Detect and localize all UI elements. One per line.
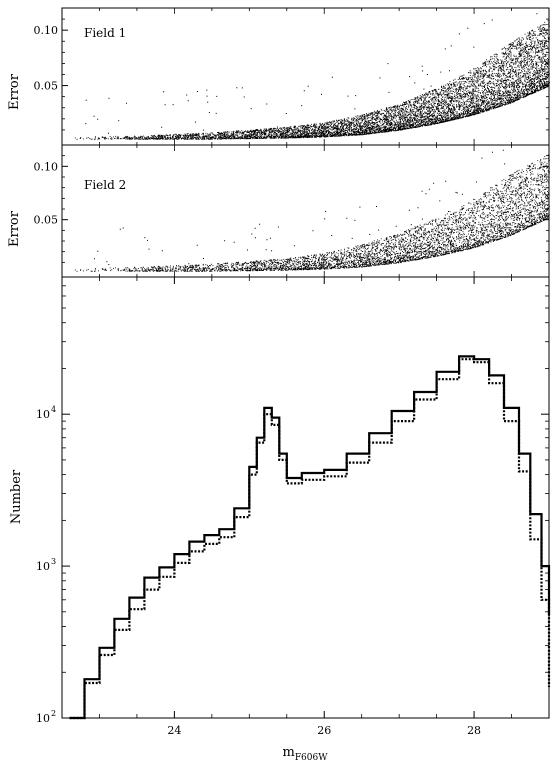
panel-field-2-ylabel: Error xyxy=(7,210,22,247)
histogram-xlabel-sub: F606W xyxy=(295,753,328,763)
ytick-label: 0.05 xyxy=(34,214,59,227)
ytick-label: 10 xyxy=(36,408,50,421)
panel-field-1: 0.05 0.10 Field 1 Error xyxy=(7,7,550,146)
ytick-exponent: 2 xyxy=(51,709,56,718)
ytick-exponent: 4 xyxy=(51,405,56,414)
ytick-label: 0.10 xyxy=(34,24,59,37)
yticks-field-2: 0.05 0.10 xyxy=(34,144,549,277)
panel-field-2-frame xyxy=(61,144,550,278)
xtick-label: 28 xyxy=(467,724,481,737)
panel-histogram-frame xyxy=(61,276,550,719)
scatter-field-2-points xyxy=(74,149,550,272)
xtick-label: 26 xyxy=(317,724,331,737)
histogram-series-dotted xyxy=(69,358,551,720)
histogram-xlabel: mF606W xyxy=(282,745,328,763)
ytick-label: 10 xyxy=(36,712,50,725)
yticks-field-1: 0.05 0.10 xyxy=(34,7,549,145)
panel-field-1-ylabel: Error xyxy=(7,73,22,110)
ytick-label: 0.10 xyxy=(34,160,59,173)
scatter-points-field-1 xyxy=(74,13,550,140)
scatter-field-1-points xyxy=(74,13,550,140)
scatter-points-field-2 xyxy=(74,149,550,272)
histogram-xlabel-main: m xyxy=(282,745,294,760)
ytick-exponent: 3 xyxy=(51,557,56,566)
panel-field-1-frame xyxy=(61,7,550,146)
histogram-series-solid xyxy=(69,355,551,720)
panel-field-1-annotation: Field 1 xyxy=(84,26,126,40)
panel-field-2: 0.05 0.10 Field 2 Error xyxy=(7,144,550,278)
panel-field-2-annotation: Field 2 xyxy=(84,178,126,192)
xtick-label: 24 xyxy=(167,724,181,737)
ytick-label: 0.05 xyxy=(34,80,59,93)
ytick-label: 10 xyxy=(36,560,50,573)
histogram-lines xyxy=(69,355,551,720)
histogram-ylabel: Number xyxy=(9,469,24,524)
xticks-histogram: 24 26 28 xyxy=(99,277,512,737)
